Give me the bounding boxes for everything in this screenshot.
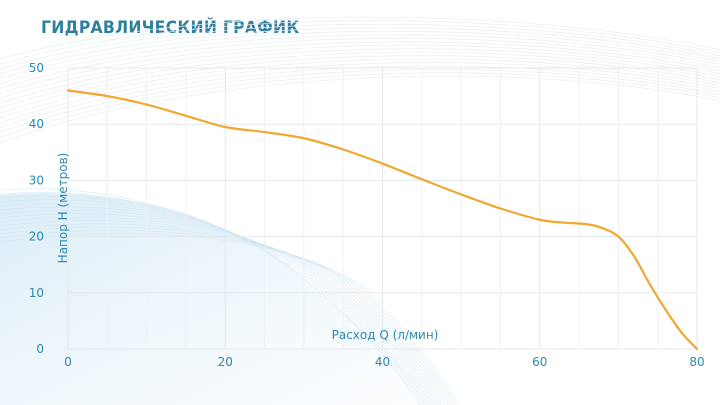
wave-line <box>0 213 442 405</box>
arc-line <box>0 41 720 94</box>
wave-line <box>0 210 439 405</box>
x-axis-ticks: 0 20 40 60 80 <box>64 355 704 369</box>
y-tick-label: 40 <box>29 117 44 131</box>
arc-line <box>0 30 720 80</box>
arc-line <box>0 27 720 75</box>
y-tick-label: 10 <box>29 286 44 300</box>
arc-line <box>0 69 720 133</box>
x-tick-label: 40 <box>375 355 390 369</box>
arc-line <box>0 48 720 104</box>
x-tick-label: 0 <box>64 355 72 369</box>
wave-line <box>0 206 436 405</box>
y-tick-label: 50 <box>29 61 44 75</box>
arc-line <box>0 37 720 89</box>
wave-line <box>0 220 448 405</box>
x-axis-label: Расход Q (л/мин) <box>332 328 439 342</box>
series-group <box>66 89 699 351</box>
wave-fill <box>0 193 440 405</box>
x-tick-label: 20 <box>218 355 233 369</box>
arc-line <box>0 51 720 109</box>
arc-line <box>0 72 720 138</box>
wave-line <box>0 188 421 405</box>
wave-line <box>0 203 433 405</box>
arc-line <box>0 20 720 65</box>
wave-line <box>0 195 427 405</box>
wave-line <box>0 223 451 405</box>
y-tick-label: 30 <box>29 173 44 187</box>
wave-line <box>0 192 424 405</box>
decorative-waves <box>0 16 720 405</box>
arc-line <box>0 23 720 70</box>
series-line <box>66 89 699 351</box>
arc-line <box>0 55 720 114</box>
chart-title: ГИДРАВЛИЧЕСКИЙ ГРАФИК <box>41 18 300 38</box>
wave-line <box>0 230 457 405</box>
arc-line <box>0 75 720 143</box>
y-axis-ticks: 0 10 20 30 40 50 <box>29 61 44 356</box>
y-tick-label: 0 <box>36 342 44 356</box>
wave-line <box>0 216 445 405</box>
x-tick-label: 80 <box>689 355 704 369</box>
y-axis-label: Напор Н (метров) <box>56 153 70 264</box>
y-tick-label: 20 <box>29 230 44 244</box>
x-tick-label: 60 <box>532 355 547 369</box>
wave-line <box>0 226 454 405</box>
arc-line <box>0 62 720 124</box>
arc-line <box>0 58 720 119</box>
arc-line <box>0 44 720 99</box>
grid-lines <box>67 67 698 350</box>
arc-line <box>0 16 720 60</box>
wave-line <box>0 199 430 405</box>
arc-line <box>0 34 720 84</box>
wave-line <box>0 233 460 405</box>
